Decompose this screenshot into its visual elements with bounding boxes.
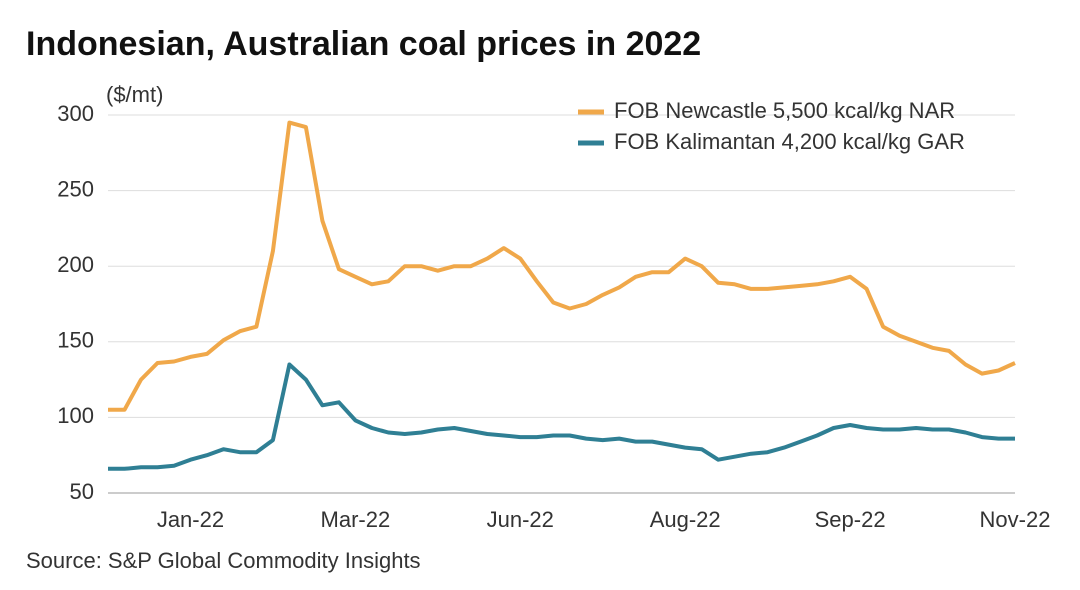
- y-axis-label: ($/mt): [106, 82, 163, 107]
- y-tick-label: 250: [57, 176, 94, 201]
- y-tick-label: 150: [57, 328, 94, 353]
- chart-title: Indonesian, Australian coal prices in 20…: [26, 25, 701, 63]
- x-tick-label: Nov-22: [980, 507, 1051, 532]
- y-tick-label: 200: [57, 252, 94, 277]
- x-tick-label: Mar-22: [321, 507, 391, 532]
- y-tick-label: 300: [57, 101, 94, 126]
- legend-label: FOB Newcastle 5,500 kcal/kg NAR: [614, 98, 955, 123]
- legend-label: FOB Kalimantan 4,200 kcal/kg GAR: [614, 129, 965, 154]
- x-tick-label: Aug-22: [650, 507, 721, 532]
- line-series: [108, 120, 1016, 412]
- source: Source: S&P Global Commodity Insights: [26, 548, 421, 573]
- line-series: [108, 362, 1015, 471]
- y-tick-label: 50: [70, 479, 94, 504]
- x-tick-label: Jan-22: [157, 507, 224, 532]
- x-tick-label: Sep-22: [815, 507, 886, 532]
- y-tick-label: 100: [57, 403, 94, 428]
- x-tick-label: Jun-22: [487, 507, 554, 532]
